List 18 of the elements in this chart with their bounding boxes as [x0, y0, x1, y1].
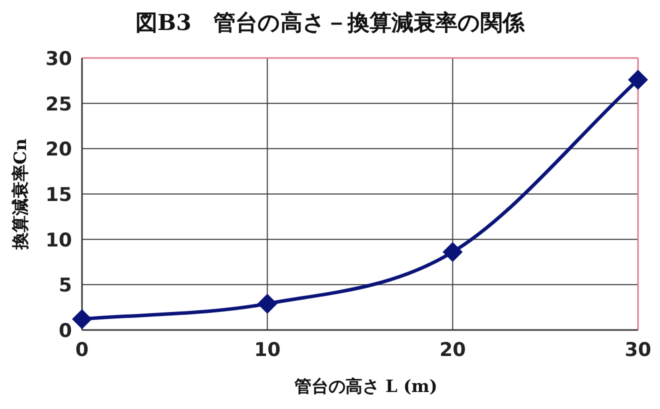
y-tick-label: 25 — [46, 93, 72, 116]
point — [442, 242, 463, 262]
y-tick-label: 30 — [46, 48, 72, 70]
y-tick-label: 15 — [46, 184, 72, 206]
point — [257, 294, 278, 314]
x-tick-label: 10 — [254, 339, 281, 361]
y-tick-label: 0 — [58, 320, 72, 342]
point — [72, 309, 92, 330]
x-axis-title: 管台の高さ L (m) — [294, 377, 438, 397]
x-tick-label: 20 — [439, 339, 466, 361]
y-axis-title: 換算減衰率Cn — [11, 138, 31, 250]
point — [628, 70, 648, 90]
x-tick-label: 0 — [75, 339, 89, 361]
y-tick-label: 10 — [46, 229, 72, 252]
y-tick-label: 5 — [58, 274, 72, 297]
y-tick-label: 20 — [46, 138, 72, 161]
chart-title: 図B3 管台の高さ－換算減衰率の関係 — [136, 10, 526, 36]
x-tick-label: 30 — [624, 339, 652, 361]
